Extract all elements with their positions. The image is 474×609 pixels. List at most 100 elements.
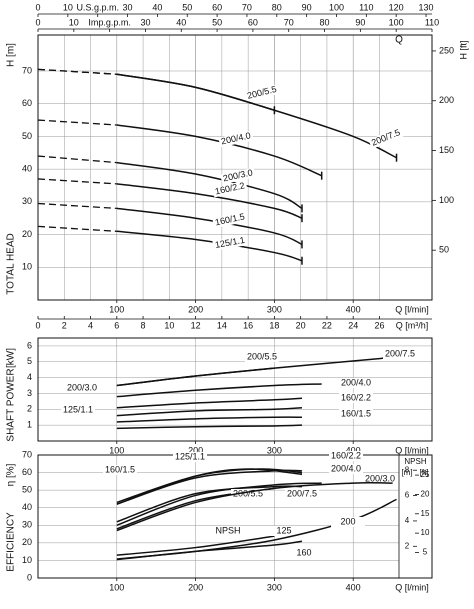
top-tick-label: 110 (359, 2, 373, 12)
y-tick-label: 0 (27, 572, 32, 582)
y-tick-label: 50 (22, 131, 32, 141)
top-tick-label: 50 (212, 17, 222, 27)
label-backdrop (212, 180, 248, 198)
curve (116, 183, 303, 219)
label-backdrop (267, 526, 301, 536)
series-label: 200/3.0 (365, 473, 395, 483)
y3-unit: [ft] (420, 468, 429, 477)
y-tick-label: 10 (22, 555, 32, 565)
label-backdrop (220, 167, 256, 185)
series-label: 125/1.1 (175, 451, 205, 461)
y-tick-label: 50 (22, 485, 32, 495)
extrapolated-line (37, 119, 117, 126)
y-tick-label: 2 (27, 404, 32, 414)
curve (116, 469, 302, 505)
series-label: 200/3.0 (67, 382, 97, 392)
npsh-label: NPSH (215, 525, 240, 535)
x-tick-label: 200 (188, 304, 203, 314)
label-backdrop (245, 352, 279, 362)
curve (116, 73, 397, 159)
plot-background (38, 35, 432, 300)
label-backdrop (61, 405, 95, 415)
x-tick-label: 300 (267, 582, 282, 592)
top-tick-label: 130 (419, 2, 434, 12)
label-backdrop (329, 451, 363, 461)
y2-axis-label: H [ft] (458, 40, 468, 59)
y2-tick-label: 250 (439, 45, 454, 55)
curve (116, 498, 397, 560)
top-tick-label: 30 (123, 2, 133, 12)
x-tick-label: 400 (346, 582, 361, 592)
plot-frame (37, 337, 433, 442)
label-backdrop (103, 465, 137, 475)
label-backdrop (231, 489, 265, 499)
series-label: 160/2.2 (331, 450, 361, 460)
series-label: 200/4.0 (331, 463, 361, 473)
curve (116, 424, 303, 430)
y-tick-label: 3 (27, 388, 32, 398)
plot-frame (37, 34, 433, 301)
y-axis-title: SHAFT POWER (6, 368, 17, 441)
label-backdrop (339, 393, 373, 403)
curve (116, 356, 397, 387)
extrapolated-line (37, 155, 117, 164)
label-backdrop (383, 349, 417, 359)
extrapolated-line (37, 202, 117, 210)
y3-tick-label: 15 (421, 509, 430, 518)
y2-tick-label: 200 (439, 95, 454, 105)
label-backdrop (244, 84, 280, 102)
x2-tick-label: 10 (164, 320, 174, 330)
y2-tick-label: 4 (405, 516, 410, 525)
y-tick-label: 5 (27, 356, 32, 366)
y-tick-label: 30 (22, 196, 32, 206)
top-tick-label: 70 (284, 17, 294, 27)
x-tick-label: 100 (109, 304, 124, 314)
x-tick-label: 200 (188, 582, 203, 592)
top-tick-label: 0 (35, 17, 40, 27)
label-backdrop (368, 126, 404, 150)
y-axis-label: η [%] (6, 463, 17, 486)
label-backdrop (212, 211, 248, 229)
x2-tick-label: 14 (217, 320, 227, 330)
series-label: 125 (276, 525, 291, 535)
top-tick-label: 70 (242, 2, 252, 12)
y-tick-label: 6 (27, 340, 32, 350)
label-backdrop (339, 409, 373, 419)
top-tick-label: 110 (425, 17, 439, 27)
x-tick-label: 400 (346, 445, 361, 455)
extrapolated-line (37, 68, 117, 75)
y-tick-label: 1 (27, 420, 32, 430)
x-tick-label: 200 (188, 445, 203, 455)
x2-tick-label: 4 (88, 320, 93, 330)
y-tick-label: 70 (22, 65, 32, 75)
series-label: 160/1.5 (341, 408, 371, 418)
top-tick-label: 80 (320, 17, 330, 27)
curve (116, 397, 303, 409)
top-tick-label: 30 (140, 17, 150, 27)
top-tick-label: 100 (329, 2, 344, 12)
series-label: 125/1.1 (63, 404, 93, 414)
y2-tick-label: 100 (439, 195, 454, 205)
x2-tick-label: 26 (374, 320, 384, 330)
x-tick-label: 300 (267, 445, 282, 455)
plot-background (38, 338, 432, 441)
y2-unit: [m] (401, 468, 412, 477)
y2-tick-label: 2 (405, 541, 410, 550)
y-axis-label: H [m] (6, 43, 17, 67)
label-backdrop (329, 464, 363, 474)
x2-tick-label: 0 (35, 320, 40, 330)
curve (116, 416, 302, 423)
y2-tick-label: 50 (439, 245, 449, 255)
label-backdrop (75, 3, 120, 13)
y3-tick-label: 25 (421, 470, 430, 479)
top-tick-label: 0 (35, 2, 40, 12)
top-tick-label: 120 (389, 2, 404, 12)
y-tick-label: 10 (22, 262, 32, 272)
y-tick-label: 60 (22, 467, 32, 477)
x-tick-label: 100 (109, 445, 124, 455)
x2-tick-label: 22 (322, 320, 332, 330)
y-tick-label: 40 (22, 164, 32, 174)
y-tick-label: 60 (22, 98, 32, 108)
extrapolated-line (37, 225, 117, 232)
